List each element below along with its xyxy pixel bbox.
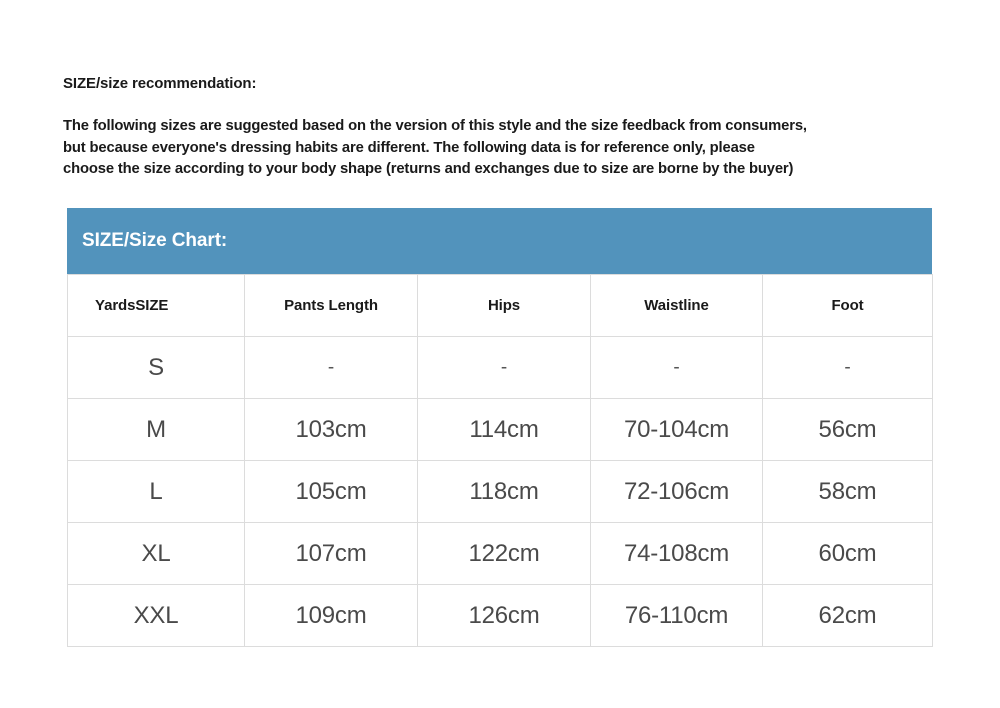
cell-size-xl: XL: [67, 522, 245, 585]
cell-size-xxl: XXL: [67, 584, 245, 647]
cell-hips-l: 118cm: [417, 460, 591, 523]
size-chart-banner-label: SIZE/Size Chart:: [82, 230, 228, 251]
cell-pants-length-xxl: 109cm: [244, 584, 418, 647]
cell-hips-xxl: 126cm: [417, 584, 591, 647]
cell-waistline-l: 72-106cm: [590, 460, 763, 523]
cell-waistline-m: 70-104cm: [590, 398, 763, 461]
cell-foot-l: 58cm: [762, 460, 933, 523]
size-chart-table-container: SIZE/Size Chart: YardsSIZE Pants Length …: [67, 208, 933, 647]
table-row: XXL 109cm 126cm 76-110cm 62cm: [67, 584, 933, 647]
column-header-waistline: Waistline: [590, 274, 763, 337]
cell-pants-length-xl: 107cm: [244, 522, 418, 585]
cell-pants-length-s: -: [244, 336, 418, 399]
cell-size-s: S: [67, 336, 245, 399]
page-title: SIZE/size recommendation:: [63, 75, 257, 92]
intro-paragraph: The following sizes are suggested based …: [63, 116, 943, 181]
intro-block: SIZE/size recommendation: The following …: [63, 74, 943, 181]
intro-line-2: but because everyone's dressing habits a…: [63, 139, 755, 156]
column-header-hips: Hips: [417, 274, 591, 337]
cell-waistline-s: -: [590, 336, 763, 399]
table-body: S - - - - M 103cm 114cm 70-104cm 56cm L …: [67, 336, 933, 647]
cell-waistline-xl: 74-108cm: [590, 522, 763, 585]
size-chart-banner: SIZE/Size Chart:: [67, 208, 932, 274]
intro-line-1: The following sizes are suggested based …: [63, 118, 807, 134]
cell-hips-s: -: [417, 336, 591, 399]
cell-waistline-xxl: 76-110cm: [590, 584, 763, 647]
cell-hips-xl: 122cm: [417, 522, 591, 585]
cell-hips-m: 114cm: [417, 398, 591, 461]
cell-foot-s: -: [762, 336, 933, 399]
cell-foot-xxl: 62cm: [762, 584, 933, 647]
column-header-foot: Foot: [762, 274, 933, 337]
table-row: M 103cm 114cm 70-104cm 56cm: [67, 398, 933, 461]
column-header-pants-length: Pants Length: [244, 274, 418, 337]
table-header: YardsSIZE Pants Length Hips Waistline Fo…: [67, 274, 933, 337]
column-header-yards-size: YardsSIZE: [67, 274, 245, 337]
table-row: L 105cm 118cm 72-106cm 58cm: [67, 460, 933, 523]
table-row: S - - - -: [67, 336, 933, 399]
cell-pants-length-m: 103cm: [244, 398, 418, 461]
cell-foot-m: 56cm: [762, 398, 933, 461]
size-chart-table: YardsSIZE Pants Length Hips Waistline Fo…: [67, 274, 933, 647]
intro-line-3: choose the size according to your body s…: [63, 161, 794, 177]
cell-foot-xl: 60cm: [762, 522, 933, 585]
cell-size-m: M: [67, 398, 245, 461]
cell-size-l: L: [67, 460, 245, 523]
table-header-row: YardsSIZE Pants Length Hips Waistline Fo…: [67, 274, 933, 337]
table-row: XL 107cm 122cm 74-108cm 60cm: [67, 522, 933, 585]
cell-pants-length-l: 105cm: [244, 460, 418, 523]
